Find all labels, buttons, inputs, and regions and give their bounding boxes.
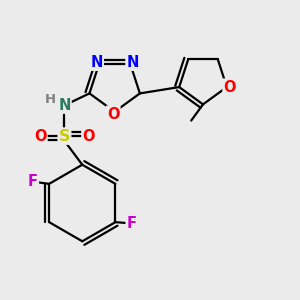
Text: N: N (91, 55, 103, 70)
Text: O: O (34, 129, 46, 144)
Text: F: F (127, 216, 136, 231)
Text: F: F (28, 174, 38, 189)
Text: O: O (82, 129, 95, 144)
Text: S: S (59, 129, 70, 144)
Text: O: O (224, 80, 236, 94)
Text: N: N (126, 55, 139, 70)
Text: O: O (107, 106, 119, 122)
Text: N: N (58, 98, 70, 113)
Text: H: H (45, 93, 56, 106)
